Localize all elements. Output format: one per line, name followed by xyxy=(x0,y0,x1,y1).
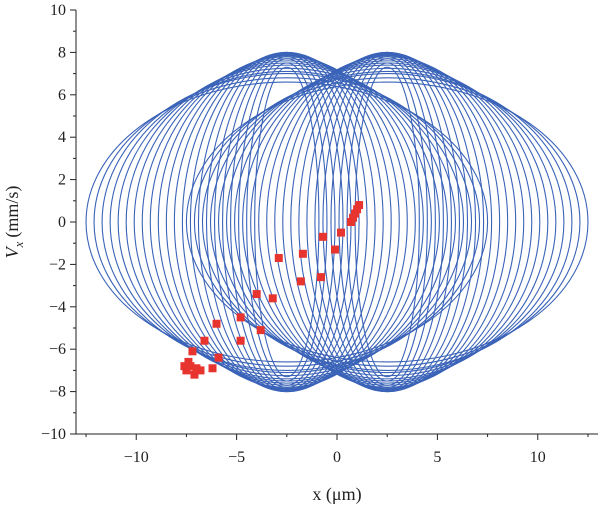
y-tick-label: 4 xyxy=(58,129,66,146)
data-point xyxy=(330,245,339,254)
orbit-ellipse xyxy=(85,81,489,363)
data-point xyxy=(192,364,201,373)
data-point xyxy=(182,366,191,375)
data-point xyxy=(188,347,197,356)
x-axis-label: x (μm) xyxy=(312,484,361,505)
data-point xyxy=(337,228,346,237)
data-point xyxy=(236,336,245,345)
orbit-ellipse xyxy=(205,51,368,393)
y-axis-label-symbol: V xyxy=(2,245,22,258)
orbit-ellipse xyxy=(125,64,448,380)
data-point xyxy=(208,364,217,373)
orbit-ellipse xyxy=(109,70,465,374)
data-point xyxy=(214,353,223,362)
data-point xyxy=(180,362,189,371)
orbit-ellipse xyxy=(141,60,432,384)
y-tick-label: −2 xyxy=(49,256,66,273)
orbit-ellipse xyxy=(266,55,509,389)
data-point xyxy=(353,205,362,214)
data-point xyxy=(274,254,283,263)
orbit-ellipse xyxy=(93,77,481,367)
y-tick-label: 0 xyxy=(58,214,66,231)
y-tick-label: −6 xyxy=(49,341,66,358)
orbit-ellipse xyxy=(314,52,461,392)
x-tick-label: 5 xyxy=(433,449,441,466)
y-tick-label: 10 xyxy=(50,2,66,19)
orbit-ellipse xyxy=(330,56,444,388)
y-tick-label: 2 xyxy=(58,172,66,189)
y-tick-label: −10 xyxy=(41,426,66,443)
data-point xyxy=(200,336,209,345)
y-tick-label: −4 xyxy=(49,299,66,316)
data-point xyxy=(351,209,360,218)
orbit-ellipse xyxy=(246,62,328,382)
data-point xyxy=(212,319,221,328)
orbit-ellipse xyxy=(238,58,336,386)
orbit-ellipse xyxy=(149,58,424,386)
y-axis-label-unit: (mm/s) xyxy=(2,186,23,238)
y-tick-label: 6 xyxy=(58,87,66,104)
data-point xyxy=(196,366,205,375)
orbit-ellipse xyxy=(338,58,436,386)
orbit-ellipse xyxy=(101,73,473,371)
orbit-ellipse xyxy=(226,64,549,380)
orbit-ellipse xyxy=(322,53,452,391)
x-tick-label: −10 xyxy=(124,449,149,466)
data-point xyxy=(355,201,364,210)
x-tick-label: −5 xyxy=(228,449,245,466)
orbit-ellipse xyxy=(274,53,501,391)
data-point xyxy=(316,273,325,282)
orbit-ellipse xyxy=(193,77,581,367)
orbit-ellipse xyxy=(165,55,408,389)
orbit-ellipse xyxy=(230,56,344,388)
orbit-ellipse xyxy=(213,52,360,392)
data-point xyxy=(186,362,195,371)
red-square-markers xyxy=(180,201,364,379)
orbit-ellipse xyxy=(201,73,573,371)
data-point xyxy=(190,370,199,379)
data-point xyxy=(236,313,245,322)
x-tick-label: 10 xyxy=(530,449,546,466)
orbit-ellipse xyxy=(185,81,589,363)
axes: −10 −5 0 5 10 −10 −8 −6 −4 −2 0 2 4 6 8 10 xyxy=(41,2,598,466)
data-point xyxy=(252,290,261,299)
orbit-ellipse xyxy=(250,58,525,386)
y-tick-label: 8 xyxy=(58,44,66,61)
orbit-ellipse xyxy=(117,67,457,377)
orbit-trajectory xyxy=(85,51,589,393)
data-point xyxy=(296,277,305,286)
orbit-ellipse xyxy=(354,66,420,378)
orbit-ellipse xyxy=(346,62,428,382)
y-axis-label: Vx (mm/s) xyxy=(2,186,26,259)
data-point xyxy=(184,357,193,366)
orbit-ellipse xyxy=(306,51,469,393)
data-point xyxy=(268,294,277,303)
orbit-ellipse xyxy=(242,60,533,384)
y-axis-label-subscript: x xyxy=(11,241,26,248)
x-tick-label: 0 xyxy=(333,449,341,466)
data-point xyxy=(349,213,358,222)
orbit-ellipse xyxy=(217,67,557,377)
data-point xyxy=(318,232,327,241)
data-point xyxy=(347,218,356,226)
orbit-ellipse xyxy=(209,70,565,374)
data-point xyxy=(256,326,265,335)
y-tick-label: −8 xyxy=(49,384,66,401)
orbit-ellipse xyxy=(298,51,477,393)
orbit-ellipse xyxy=(254,66,320,378)
data-point xyxy=(298,249,307,258)
